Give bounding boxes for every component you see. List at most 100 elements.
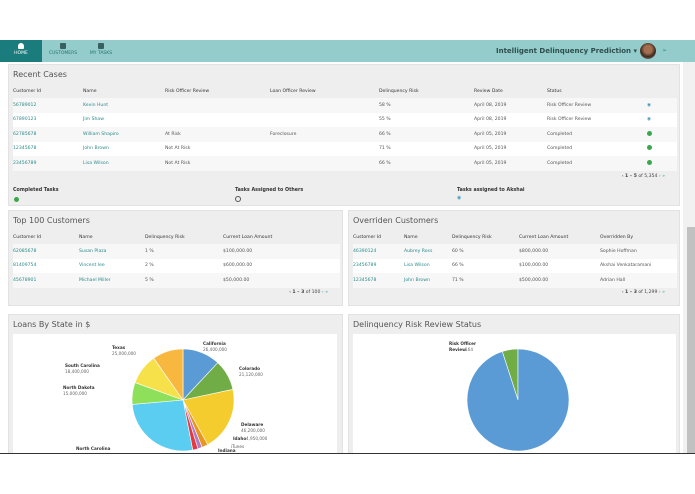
column-header[interactable]: Name bbox=[79, 235, 93, 240]
next-icon[interactable]: › bbox=[658, 174, 661, 179]
row-link[interactable]: 12345678 bbox=[13, 141, 83, 156]
scrollbar-thumb[interactable] bbox=[687, 227, 695, 453]
row-link[interactable]: John Brown bbox=[83, 141, 165, 156]
column-header[interactable]: Review Date bbox=[474, 89, 503, 94]
slice-label: California bbox=[203, 341, 226, 346]
app-title-dropdown[interactable]: Intelligent Delinquency Prediction ▾ bbox=[496, 47, 637, 55]
row-link[interactable]: 46390124 bbox=[353, 244, 404, 259]
row-link[interactable]: Jim Shaw bbox=[83, 112, 165, 127]
status-icon-cell bbox=[647, 141, 677, 156]
table-cell: 2 % bbox=[145, 258, 223, 273]
table-row[interactable]: 23456789 Lisa Wilson Not At Risk 66 % April … bbox=[13, 156, 677, 171]
slice-value: 4,950,000 bbox=[246, 436, 268, 441]
row-link[interactable]: 23456789 bbox=[13, 156, 83, 171]
table-row[interactable]: 56789012 Kevin Hunt 58 % April 08, 2019 Risk… bbox=[13, 98, 677, 113]
row-link[interactable]: 62085678 bbox=[13, 244, 79, 259]
table-row[interactable]: 46390124 Aubrey Ross 60 % $800,000.00 Sophie… bbox=[353, 244, 677, 259]
status-icon-cell bbox=[647, 156, 677, 171]
last-page-icon[interactable]: » bbox=[662, 174, 665, 179]
nav-customers[interactable]: CUSTOMERS bbox=[44, 40, 82, 62]
pie-slice[interactable] bbox=[131, 399, 194, 452]
column-header[interactable]: Customer Id bbox=[13, 89, 42, 94]
table-row[interactable]: 67890123 Jim Shaw 55 % April 08, 2019 Risk O… bbox=[13, 112, 677, 127]
row-link[interactable]: Lisa Wilson bbox=[404, 258, 452, 273]
table-cell bbox=[165, 112, 270, 127]
table-row[interactable]: 62785678 William Shapiro At Risk Foreclosur… bbox=[13, 127, 677, 142]
table-cell: April 08, 2019 bbox=[474, 98, 547, 113]
column-header[interactable]: Delinquency Risk bbox=[145, 235, 185, 240]
eye-icon[interactable]: ◉ bbox=[647, 117, 652, 123]
table-row[interactable]: 23456789 Lisa Wilson 66 % $100,000.00 Akshai… bbox=[353, 258, 677, 273]
column-header[interactable]: Name bbox=[404, 235, 418, 240]
overriden-customers-panel: Overriden Customers Customer Id Name Delin… bbox=[348, 210, 680, 306]
review-chart-area: Risk Officer Review 164 bbox=[353, 334, 676, 464]
eye-icon[interactable]: ◉ bbox=[647, 102, 652, 108]
tasks-mine-legend: Tasks assigned to Akshai bbox=[457, 188, 525, 193]
row-link[interactable]: Kevin Hunt bbox=[83, 98, 165, 113]
slice-value: 25,000,000 bbox=[112, 351, 136, 356]
row-link[interactable]: John Brown bbox=[404, 273, 452, 288]
table-row[interactable]: 81409754 Vincent lee 2 % $600,000.00 bbox=[13, 258, 340, 273]
pagination: ‹ 1 – 5 of 5,354 › » bbox=[622, 174, 665, 179]
column-header[interactable]: Name bbox=[83, 89, 97, 94]
prev-icon[interactable]: ‹ bbox=[621, 290, 624, 295]
table-row[interactable]: 12345678 John Brown 71 % $500,000.00 Adrian … bbox=[353, 273, 677, 288]
pie-slice[interactable] bbox=[466, 348, 570, 452]
last-page-icon[interactable]: » bbox=[662, 290, 665, 295]
row-link[interactable]: Lisa Wilson bbox=[83, 156, 165, 171]
slice-value: 26,400,000 bbox=[203, 347, 227, 352]
customers-icon bbox=[60, 43, 66, 49]
row-link[interactable]: Susan Plaza bbox=[79, 244, 145, 259]
tooltip: iTunes bbox=[231, 444, 244, 449]
column-header[interactable]: Current Loan Amount bbox=[223, 235, 273, 240]
nav-my-tasks[interactable]: MY TASKS bbox=[84, 40, 118, 62]
check-circle-icon bbox=[647, 145, 652, 151]
row-link[interactable]: 81409754 bbox=[13, 258, 79, 273]
column-header[interactable]: Customer Id bbox=[13, 235, 42, 240]
last-page-icon[interactable]: » bbox=[325, 290, 328, 295]
table-cell: Foreclosure bbox=[270, 127, 379, 142]
table-cell bbox=[270, 141, 379, 156]
panel-title: Delinquency Risk Review Status bbox=[353, 320, 482, 329]
divider bbox=[0, 453, 695, 454]
table-row[interactable]: 12345678 John Brown Not At Risk 71 % April 0… bbox=[13, 141, 677, 156]
row-link[interactable]: 12345678 bbox=[353, 273, 404, 288]
column-header[interactable]: Delinquency Risk bbox=[379, 89, 419, 94]
slice-label: Texas bbox=[112, 345, 126, 350]
column-header[interactable]: Overridden By bbox=[600, 235, 634, 240]
row-link[interactable]: Michael Miller bbox=[79, 273, 145, 288]
row-link[interactable]: 45678901 bbox=[13, 273, 79, 288]
slice-label: Delaware bbox=[241, 422, 263, 427]
row-link[interactable]: 23456789 bbox=[353, 258, 404, 273]
top-customers-panel: Top 100 Customers Customer Id Name Delinqu… bbox=[8, 210, 343, 306]
column-header[interactable]: Delinquency Risk bbox=[452, 235, 492, 240]
table-row[interactable]: 62085678 Susan Plaza 1 % $100,000.00 bbox=[13, 244, 340, 259]
column-header[interactable]: Loan Officer Review bbox=[270, 89, 316, 94]
row-link[interactable]: 62785678 bbox=[13, 127, 83, 142]
row-link[interactable]: Vincent lee bbox=[79, 258, 145, 273]
next-icon[interactable]: › bbox=[658, 290, 661, 295]
avatar[interactable] bbox=[640, 43, 656, 59]
slice-label: Idaho bbox=[233, 436, 246, 441]
column-header[interactable]: Risk Officer Review bbox=[165, 89, 210, 94]
prev-icon[interactable]: ‹ bbox=[621, 174, 624, 179]
page-range: 1 – 3 bbox=[292, 290, 305, 295]
next-icon[interactable]: › bbox=[321, 290, 324, 295]
prev-icon[interactable]: ‹ bbox=[289, 290, 291, 295]
column-header bbox=[647, 85, 677, 98]
column-header[interactable]: Current Loan Amount bbox=[519, 235, 569, 240]
column-header[interactable]: Status bbox=[547, 89, 562, 94]
nav-home[interactable]: HOME bbox=[0, 40, 42, 62]
pie-slice[interactable] bbox=[153, 348, 184, 401]
column-header[interactable]: Customer Id bbox=[353, 235, 382, 240]
send-icon[interactable]: ➢ bbox=[662, 47, 668, 54]
table-row[interactable]: 45678901 Michael Miller 5 % $50,000.00 bbox=[13, 273, 340, 288]
pagination: ‹ 1 – 3 of 1,299 › » bbox=[622, 290, 665, 295]
pie-slice[interactable] bbox=[182, 389, 235, 446]
recent-cases-panel: Recent Cases Customer Id Name Risk Officer… bbox=[8, 64, 680, 206]
row-link[interactable]: Aubrey Ross bbox=[404, 244, 452, 259]
row-link[interactable]: 56789012 bbox=[13, 98, 83, 113]
row-link[interactable]: William Shapiro bbox=[83, 127, 165, 142]
row-link[interactable]: 67890123 bbox=[13, 112, 83, 127]
